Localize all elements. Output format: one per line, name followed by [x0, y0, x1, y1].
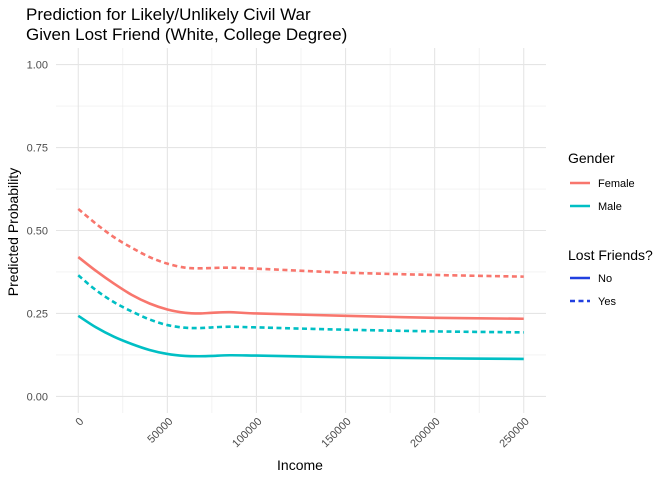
- legend-title-gender: Gender: [568, 150, 615, 166]
- y-tick-label: 0.50: [27, 226, 48, 238]
- chart-title-line-2: Given Lost Friend (White, College Degree…: [26, 25, 347, 44]
- x-tick-label: 0: [74, 416, 87, 429]
- x-tick-label: 150000: [319, 416, 353, 450]
- legend-label-yes: Yes: [598, 296, 616, 308]
- legend-label-no: No: [598, 273, 612, 285]
- chart-title-line-1: Prediction for Likely/Unlikely Civil War: [26, 5, 311, 24]
- legend-label-female: Female: [598, 178, 635, 190]
- x-tick-label: 250000: [497, 416, 531, 450]
- series-line-male-no: [77, 314, 524, 361]
- y-tick-label: 0.75: [27, 143, 48, 155]
- y-tick-label: 0.00: [27, 391, 48, 403]
- series-line-male-yes: [77, 274, 524, 334]
- y-tick-labels: 0.00 0.25 0.50 0.75 1.00: [27, 60, 48, 404]
- legend-title-lost-friends: Lost Friends?: [568, 247, 653, 263]
- x-tick-label: 200000: [408, 416, 442, 450]
- x-tick-label: 50000: [145, 416, 175, 446]
- series-line-female-no: [77, 256, 524, 321]
- x-tick-label: 100000: [230, 416, 264, 450]
- y-axis-title: Predicted Probability: [5, 168, 21, 296]
- legends: Gender Female Male Lost Friends? No Yes: [568, 150, 653, 308]
- series-line-female-yes: [77, 207, 524, 278]
- x-axis-title: Income: [277, 457, 323, 473]
- series-layer: [77, 207, 524, 361]
- x-tick-labels: 0 50000 100000 150000 200000 250000: [74, 416, 532, 450]
- y-tick-label: 0.25: [27, 308, 48, 320]
- legend-label-male: Male: [598, 201, 622, 213]
- y-tick-label: 1.00: [27, 60, 48, 72]
